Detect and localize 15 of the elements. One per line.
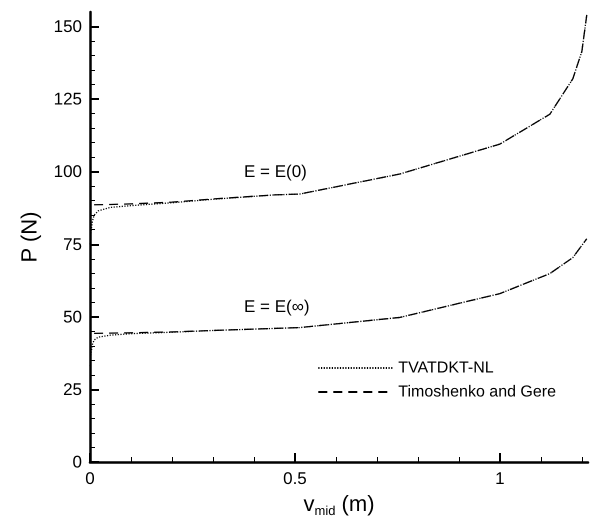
y-tick-label: 75 bbox=[63, 234, 82, 254]
x-tick-label: 1 bbox=[495, 469, 505, 488]
annotation: E = E(∞) bbox=[244, 297, 310, 316]
y-tick-label: 100 bbox=[54, 162, 82, 182]
y-tick-label: 50 bbox=[63, 307, 82, 326]
legend-label: Timoshenko and Gere bbox=[398, 384, 556, 400]
x-tick-label: 0 bbox=[85, 469, 95, 488]
y-tick-label: 125 bbox=[54, 90, 82, 109]
y-tick-label: 25 bbox=[63, 380, 82, 399]
y-tick-label: 150 bbox=[54, 17, 82, 36]
y-tick-label: 0 bbox=[72, 452, 82, 472]
annotation: E = E(0) bbox=[244, 162, 307, 181]
y-axis-title: P (N) bbox=[16, 212, 42, 262]
legend-label: TVATDKT-NL bbox=[398, 360, 494, 376]
x-tick-label: 0.5 bbox=[283, 469, 307, 488]
